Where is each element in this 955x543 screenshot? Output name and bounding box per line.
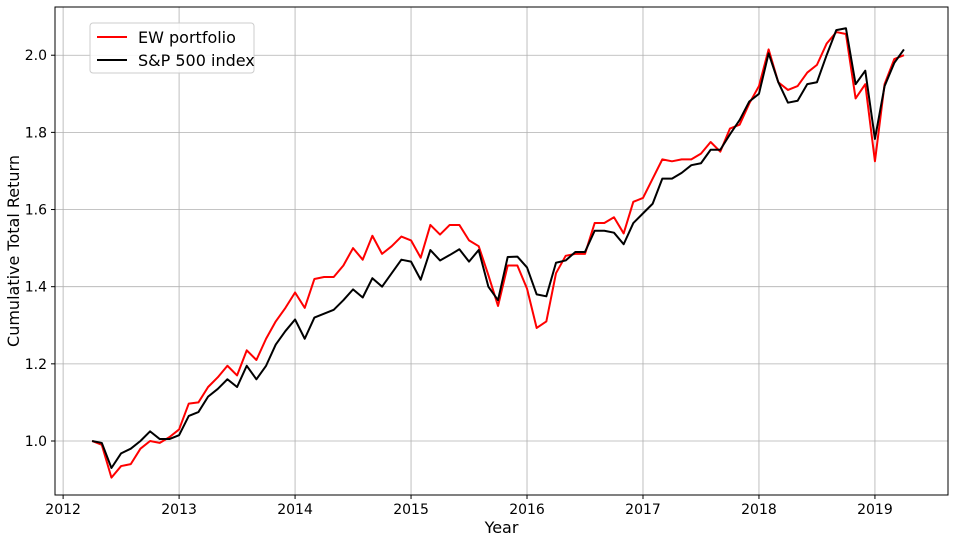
y-tick-label: 1.0 <box>25 434 47 450</box>
y-axis-label: Cumulative Total Return <box>4 155 23 347</box>
series-ew-portfolio <box>91 31 905 479</box>
x-tick-label: 2018 <box>741 502 777 518</box>
series-line <box>91 27 905 469</box>
x-tick-label: 2015 <box>393 502 429 518</box>
x-tick-label: 2016 <box>509 502 545 518</box>
x-tick-label: 2014 <box>277 502 313 518</box>
series-line <box>91 31 905 479</box>
y-tick-label: 1.4 <box>25 280 47 296</box>
y-tick-label: 1.2 <box>25 357 47 373</box>
legend-box <box>89 22 255 74</box>
series-layer <box>91 27 905 479</box>
x-tick-label: 2013 <box>161 502 197 518</box>
x-tick-label: 2012 <box>45 502 81 518</box>
y-tick-label: 1.8 <box>25 125 47 141</box>
plot-frame <box>54 6 949 496</box>
legend: EW portfolio S&P 500 index <box>89 22 255 74</box>
legend-label: S&P 500 index <box>138 51 255 70</box>
legend-label: EW portfolio <box>138 28 236 47</box>
x-tick-label: 2019 <box>857 502 893 518</box>
grid <box>55 7 948 495</box>
y-tick-label: 1.6 <box>25 203 47 219</box>
x-tick-label: 2017 <box>625 502 661 518</box>
x-axis-label: Year <box>484 518 519 537</box>
series-sp500-index <box>91 27 905 469</box>
y-tick-label: 2.0 <box>25 48 47 64</box>
ticks: 2012 2013 2014 2015 2016 2017 2018 2019 1.0 1.2 1.… <box>25 48 893 518</box>
